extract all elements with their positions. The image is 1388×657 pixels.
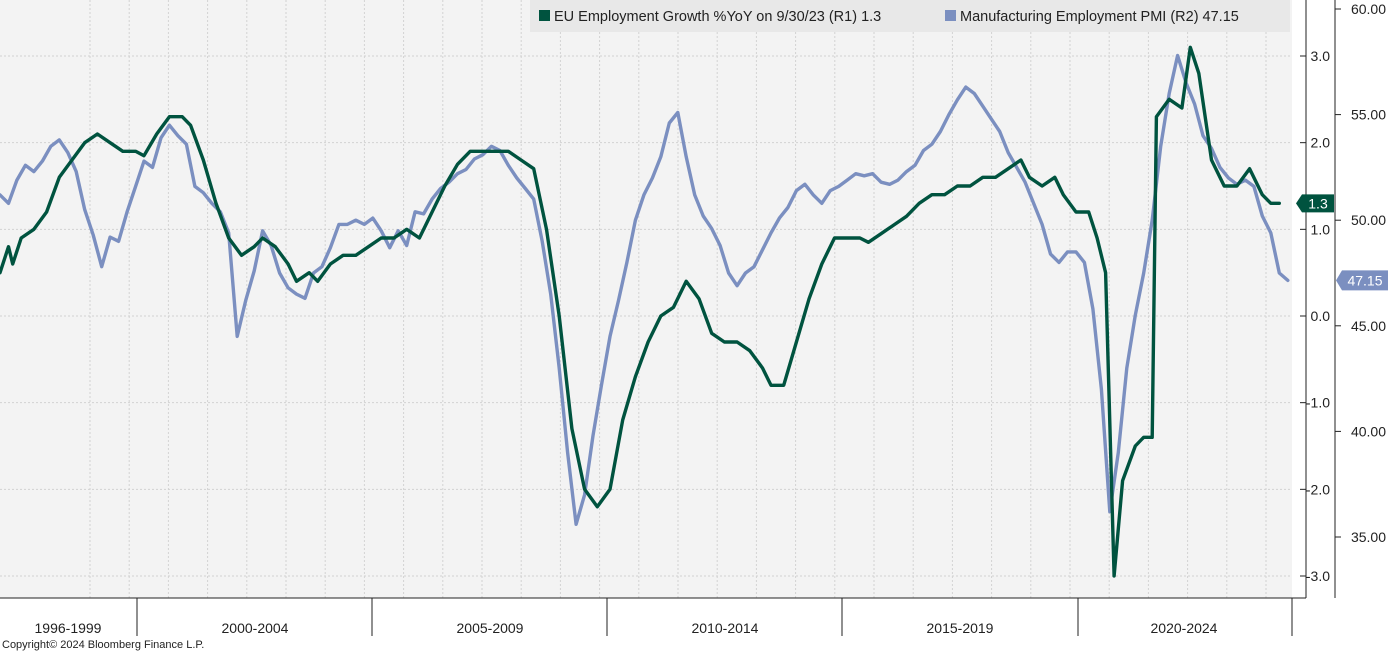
plot-area	[0, 0, 1292, 598]
x-category-label: 1996-1999	[35, 620, 102, 636]
legend-label-eu-employment: EU Employment Growth %YoY on 9/30/23 (R1…	[554, 9, 881, 25]
x-category-label: 2015-2019	[927, 620, 994, 636]
y-left-tick-label: 3.0	[1311, 48, 1331, 64]
y-left-tick-label: -3.0	[1306, 568, 1330, 584]
y-right-tick-label: 45.00	[1351, 318, 1386, 334]
x-category-label: 2020-2024	[1151, 620, 1218, 636]
series-line-eu-employment	[0, 45, 1281, 578]
y-left-tick-label: 2.0	[1311, 135, 1331, 151]
last-value-tag-eu-employment	[1296, 194, 1334, 213]
y-right-tick-label: 60.00	[1351, 1, 1386, 17]
y-left-tick-label: -1.0	[1306, 395, 1330, 411]
legend-swatch-eu-employment	[539, 10, 550, 21]
y-right-tick-label: 35.00	[1351, 529, 1386, 545]
y-right-tick-label: 40.00	[1351, 423, 1386, 439]
x-category-label: 2000-2004	[222, 620, 289, 636]
x-category-label: 2010-2014	[692, 620, 759, 636]
grid-lines	[0, 0, 1292, 598]
legend-swatch-manufacturing-pmi	[945, 10, 956, 21]
y-right-tick-label: 55.00	[1351, 107, 1386, 123]
legend-label-manufacturing-pmi: Manufacturing Employment PMI (R2) 47.15	[960, 9, 1239, 25]
last-value-label-eu-employment: 1.3	[1308, 195, 1328, 211]
series-line-manufacturing-pmi	[0, 53, 1290, 526]
y-left-tick-label: -2.0	[1306, 481, 1330, 497]
axes: 3.0 2.0 1.0 0.0 -1.0 -2.0 -3.0 60.00 55.00 50.00 4…	[0, 0, 1388, 636]
y-left-tick-label: 0.0	[1311, 308, 1331, 324]
legend: EU Employment Growth %YoY on 9/30/23 (R1…	[530, 0, 1290, 32]
y-left-tick-label: 1.0	[1311, 221, 1331, 237]
last-value-label-manufacturing-pmi: 47.15	[1347, 272, 1382, 288]
series-layer	[0, 45, 1290, 578]
legend-background	[530, 0, 1290, 32]
last-value-tag-manufacturing-pmi	[1336, 270, 1388, 291]
x-category-label: 2005-2009	[457, 620, 524, 636]
copyright-notice: Copyright© 2024 Bloomberg Finance L.P.	[2, 639, 204, 651]
y-right-tick-label: 50.00	[1351, 212, 1386, 228]
